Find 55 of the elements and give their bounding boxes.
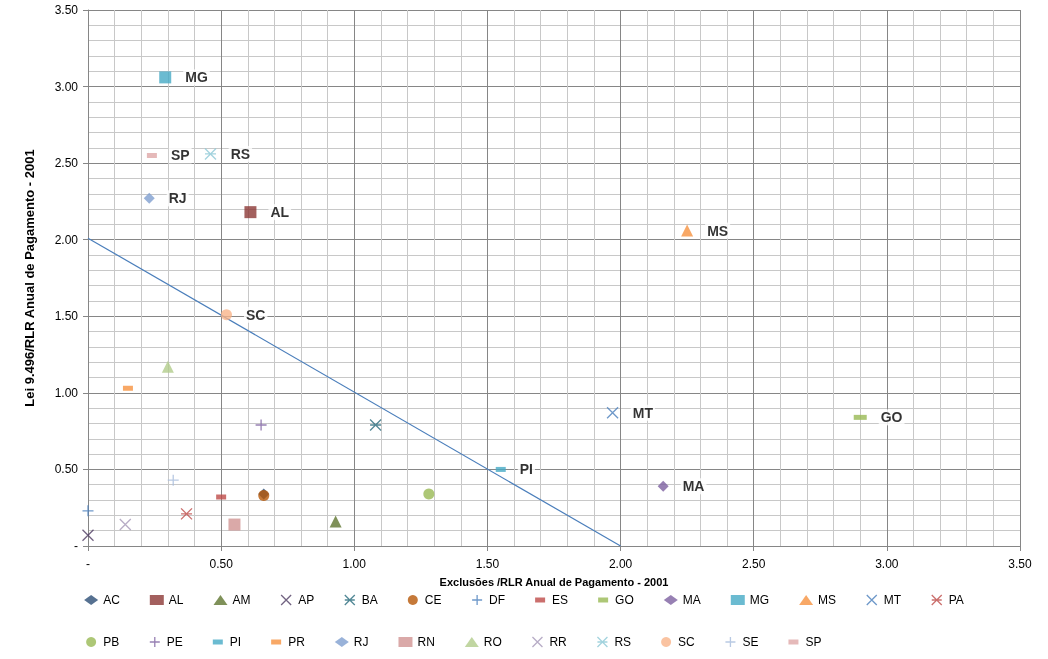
y-tick-label: - bbox=[74, 539, 78, 553]
legend-label: PB bbox=[103, 635, 120, 649]
data-label: PI bbox=[519, 461, 533, 478]
legend-label: PA bbox=[948, 593, 964, 607]
legend-label: RR bbox=[549, 635, 568, 649]
data-label: GO bbox=[880, 409, 903, 426]
legend-label: RN bbox=[417, 635, 435, 649]
legend-label: BA bbox=[361, 593, 378, 607]
legend-label: AM bbox=[232, 593, 251, 607]
x-tick-label: 1.00 bbox=[342, 557, 367, 571]
data-label: AL bbox=[270, 204, 290, 221]
legend-label: PR bbox=[288, 635, 306, 649]
y-tick-label: 2.00 bbox=[54, 232, 79, 247]
y-tick-label: 0.50 bbox=[54, 462, 79, 477]
legend-label: AP bbox=[298, 593, 315, 607]
data-label: MT bbox=[632, 404, 654, 421]
x-tick-label: 0.50 bbox=[209, 557, 234, 571]
legend-label: MS bbox=[818, 593, 837, 607]
x-tick-label: 1.50 bbox=[475, 557, 500, 571]
data-label: RS bbox=[230, 145, 251, 162]
legend-label: SP bbox=[805, 635, 822, 649]
x-tick-label: 2.50 bbox=[742, 557, 766, 571]
legend-label: DF bbox=[489, 593, 506, 607]
y-tick-label: 3.00 bbox=[54, 79, 79, 94]
data-label: MG bbox=[185, 69, 208, 86]
data-label: MS bbox=[707, 222, 729, 239]
y-tick-label: 1.00 bbox=[54, 385, 79, 400]
legend-label: GO bbox=[615, 593, 634, 607]
legend-label: MG bbox=[749, 593, 770, 607]
x-tick-label: - bbox=[86, 557, 90, 571]
legend-label: RS bbox=[614, 635, 632, 649]
y-axis-title: Lei 9.496/RLR Anual de Pagamento - 2001 bbox=[22, 149, 37, 407]
legend-label: AL bbox=[168, 593, 184, 607]
data-label: SP bbox=[170, 147, 190, 164]
legend-label: MA bbox=[682, 593, 701, 607]
legend-label: CE bbox=[424, 593, 442, 607]
y-tick-label: 3.50 bbox=[54, 3, 79, 17]
legend-label: RJ bbox=[353, 635, 369, 649]
legend-label: MT bbox=[883, 593, 902, 607]
legend-label: ES bbox=[552, 593, 569, 607]
x-tick-label: 2.00 bbox=[608, 557, 633, 571]
legend-label: SC bbox=[678, 635, 696, 649]
x-tick-label: 3.50 bbox=[1008, 557, 1032, 571]
x-axis-title: Exclusões /RLR Anual de Pagamento - 2001 bbox=[439, 575, 669, 588]
legend-label: SE bbox=[742, 635, 759, 649]
data-label: MA bbox=[682, 478, 705, 495]
x-tick-label: 3.00 bbox=[875, 557, 899, 571]
legend-label: PE bbox=[166, 635, 183, 649]
legend-label: AC bbox=[103, 593, 121, 607]
data-label: RJ bbox=[168, 190, 187, 207]
y-tick-label: 1.50 bbox=[54, 309, 79, 324]
data-label: SC bbox=[245, 306, 266, 323]
legend-label: RO bbox=[483, 635, 502, 649]
y-tick-label: 2.50 bbox=[54, 156, 79, 171]
legend-label: PI bbox=[229, 635, 242, 649]
